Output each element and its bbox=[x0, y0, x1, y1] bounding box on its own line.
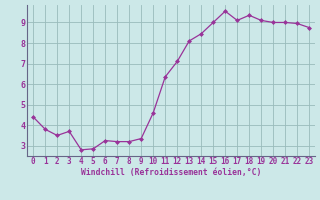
X-axis label: Windchill (Refroidissement éolien,°C): Windchill (Refroidissement éolien,°C) bbox=[81, 168, 261, 177]
